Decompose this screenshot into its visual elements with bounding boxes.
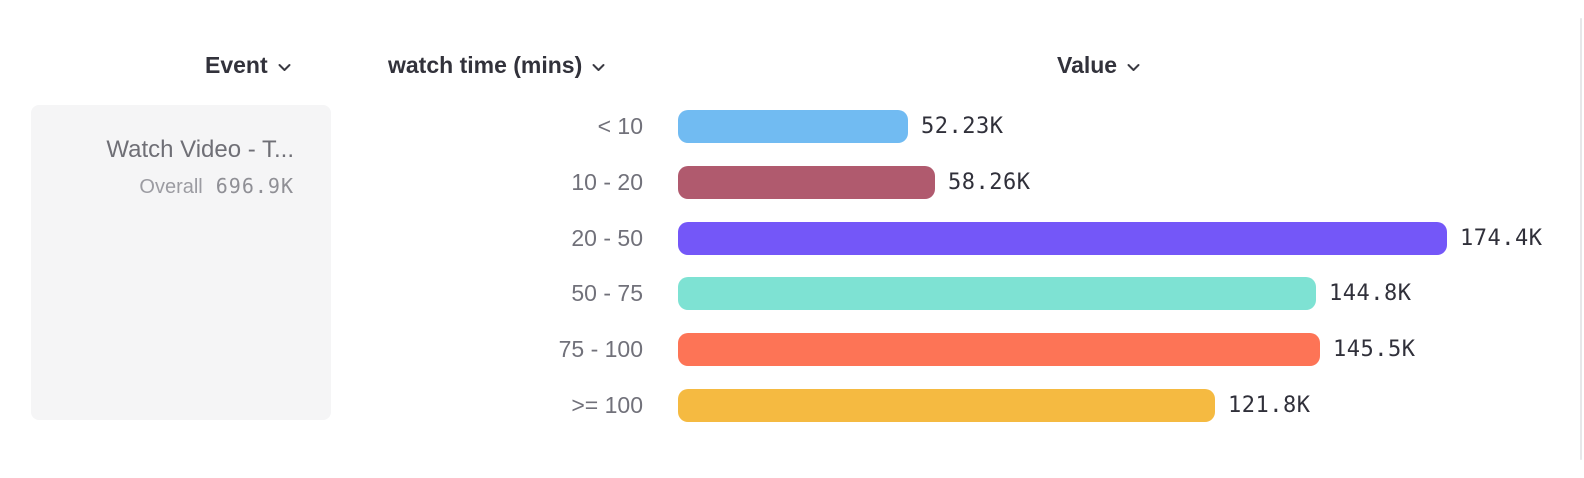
chevron-down-icon bbox=[592, 63, 605, 72]
bar[interactable] bbox=[678, 221, 1447, 255]
bar[interactable] bbox=[678, 110, 908, 144]
column-header-value[interactable]: Value bbox=[1057, 52, 1140, 79]
chevron-down-icon bbox=[278, 63, 291, 72]
bar-chart: < 10 52.23K 10 - 20 58.26K 20 - 50 174.4… bbox=[0, 99, 1584, 433]
bar[interactable] bbox=[678, 277, 1316, 311]
category-label: 50 - 75 bbox=[571, 280, 643, 307]
bar-value-label: 52.23K bbox=[921, 114, 1004, 140]
category-label: 20 - 50 bbox=[571, 224, 643, 251]
event-card[interactable]: Watch Video - T... Overall 696.9K bbox=[31, 105, 331, 420]
bar-value-label: 144.8K bbox=[1329, 281, 1412, 307]
event-title: Watch Video - T... bbox=[106, 136, 294, 163]
overall-value: 696.9K bbox=[215, 174, 294, 198]
bar[interactable] bbox=[678, 166, 935, 200]
chart-row: >= 100 121.8K bbox=[0, 377, 1584, 433]
chevron-down-icon bbox=[1127, 63, 1140, 72]
scrollbar[interactable] bbox=[1580, 18, 1582, 460]
bar-value-label: 121.8K bbox=[1228, 392, 1311, 418]
chart-row: 20 - 50 174.4K bbox=[0, 210, 1584, 266]
event-overall-row: Overall 696.9K bbox=[31, 174, 294, 199]
category-label: 75 - 100 bbox=[558, 336, 643, 363]
chart-row: < 10 52.23K bbox=[0, 99, 1584, 155]
column-header-event[interactable]: Event bbox=[205, 52, 291, 79]
bar[interactable] bbox=[678, 333, 1320, 367]
bar-value-label: 174.4K bbox=[1460, 225, 1543, 251]
category-label: < 10 bbox=[597, 113, 643, 140]
bar-value-label: 145.5K bbox=[1333, 337, 1416, 363]
category-label: >= 100 bbox=[571, 391, 643, 418]
overall-label: Overall bbox=[139, 176, 203, 198]
column-header-breakdown[interactable]: watch time (mins) bbox=[388, 52, 605, 79]
column-header-event-label: Event bbox=[205, 52, 268, 78]
chart-row: 10 - 20 58.26K bbox=[0, 155, 1584, 211]
chart-row: 75 - 100 145.5K bbox=[0, 322, 1584, 378]
bar[interactable] bbox=[678, 388, 1215, 422]
bar-value-label: 58.26K bbox=[948, 170, 1031, 196]
column-header-value-label: Value bbox=[1057, 52, 1118, 78]
chart-row: 50 - 75 144.8K bbox=[0, 266, 1584, 322]
column-header-breakdown-label: watch time (mins) bbox=[388, 52, 583, 78]
category-label: 10 - 20 bbox=[571, 169, 643, 196]
